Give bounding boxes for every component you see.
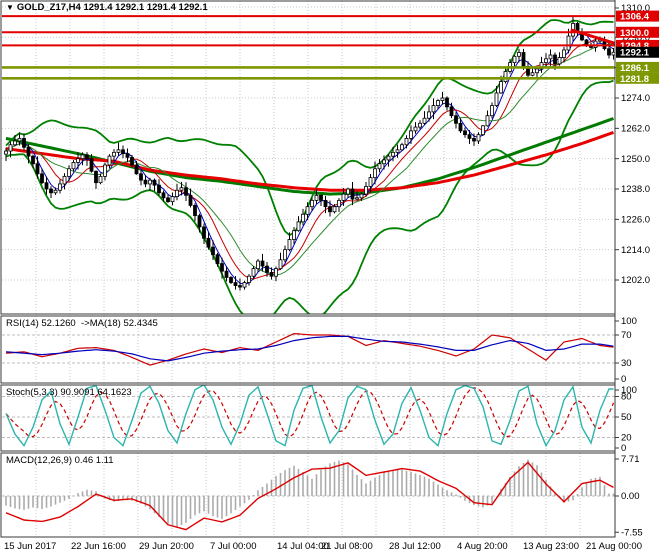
price-tick: 1250.0 [621, 154, 650, 165]
macd-axis: 7.71 0.00 -7.55 [615, 454, 643, 538]
time-tick: 13 Aug 23:00 [523, 541, 579, 552]
time-tick: 29 Jun 20:00 [139, 541, 194, 552]
stoch-label: Stoch(5,3,3) 90.9091 64.1623 [6, 387, 132, 398]
stochastic-panel [2, 385, 615, 448]
rsi-label: RSI(14) 52.1260 ->MA(18) 52.4345 [6, 318, 158, 329]
symbol-label: ▼ GOLD_Z17,H4 1291.4 1292.1 1291.4 1292.1 [6, 2, 208, 13]
price-badge-label: 1281.8 [620, 74, 649, 85]
price-badge-label: 1286.1 [620, 63, 650, 74]
time-tick: 28 Jul 12:00 [389, 541, 441, 552]
time-axis: 15 Jun 2017 22 Jun 16:00 29 Jun 20:00 7 Jul… [4, 541, 642, 552]
price-tick: 1226.0 [621, 215, 650, 226]
price-badge-label: 1294.8 [620, 41, 649, 52]
price-tick: 1214.0 [621, 245, 650, 256]
stoch-tick: 80 [621, 392, 632, 403]
price-tick: 1274.0 [621, 93, 650, 104]
rsi-tick: 30 [621, 358, 632, 369]
candles [4, 16, 615, 291]
macd-tick: 0.00 [621, 491, 640, 502]
time-tick: 22 Jun 16:00 [71, 541, 126, 552]
rsi-tick: 0 [621, 374, 626, 385]
macd-tick: 7.71 [621, 454, 640, 465]
price-badge [616, 26, 659, 38]
price-badge-label: 1306.4 [620, 12, 650, 23]
symbol-name: GOLD_Z17,H4 [16, 2, 81, 13]
price-levels [2, 15, 615, 80]
time-tick: 4 Aug 20:00 [457, 541, 508, 552]
price-badge [616, 46, 659, 58]
time-tick: 15 Jun 2017 [4, 541, 56, 552]
price-badge-label: 1292.1 [620, 48, 650, 59]
bollinger-bands [5, 19, 614, 314]
symbol-dropdown-icon[interactable]: ▼ [6, 3, 14, 12]
price-tick: 1238.0 [621, 184, 650, 195]
stoch-tick: 50 [621, 412, 632, 423]
stoch-tick: 100 [621, 385, 637, 396]
price-badge [616, 10, 659, 22]
price-badge [616, 72, 659, 84]
macd-label: MACD(12,26,9) 0.46 1.11 [6, 455, 114, 466]
price-badge [616, 61, 659, 73]
time-tick: 21 Aug 00:00 [586, 541, 642, 552]
slow-moving-averages [5, 117, 615, 196]
rsi-tick: 70 [621, 330, 632, 341]
macd-panel [2, 459, 615, 531]
stoch-tick: 0 [621, 443, 626, 454]
rsi-tick: 100 [621, 316, 637, 327]
price-tick: 1310.0 [621, 3, 650, 14]
macd-tick: -7.55 [621, 527, 643, 538]
stoch-tick: 20 [621, 433, 632, 444]
time-tick: 7 Jul 00:00 [210, 541, 256, 552]
price-tick: 1202.0 [621, 275, 650, 286]
symbol-quote: 1291.4 1292.1 1291.4 1292.1 [83, 2, 208, 13]
trendline[interactable] [570, 28, 657, 56]
price-tick: 1262.0 [621, 124, 650, 135]
rsi-panel [2, 332, 615, 366]
time-tick: 21 Jul 08:00 [321, 541, 373, 552]
price-badge [616, 39, 659, 51]
fast-moving-averages [5, 32, 614, 285]
price-badge-label: 1300.0 [620, 28, 649, 39]
price-tick: 1298.0 [621, 33, 650, 44]
time-tick: 14 Jul 04:00 [277, 541, 329, 552]
rsi-axis: 100 70 30 0 [615, 316, 637, 385]
